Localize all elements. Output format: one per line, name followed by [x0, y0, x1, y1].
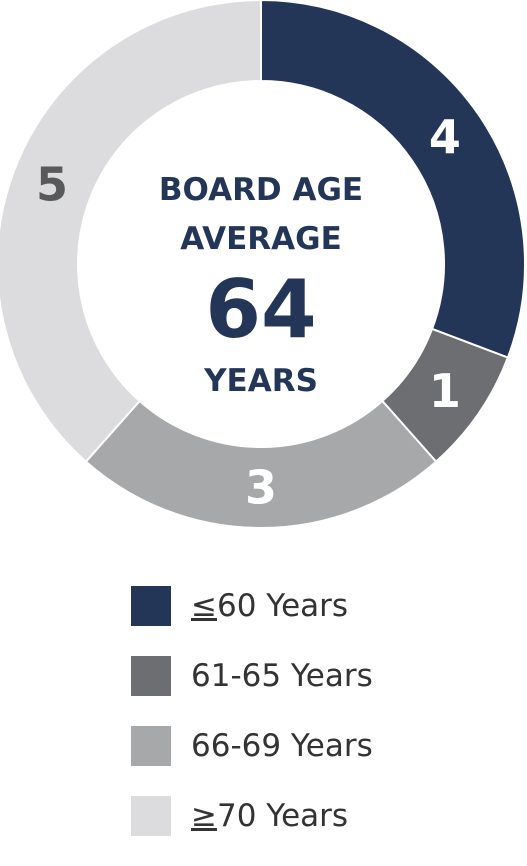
slice-70-plus	[0, 0, 262, 464]
slice-value-label: 5	[36, 158, 68, 212]
center-average-value: 64	[205, 263, 316, 356]
legend-label: 61-65 Years	[191, 658, 373, 694]
legend-prefix: ≥	[191, 798, 217, 834]
slice-66-69	[84, 399, 438, 529]
center-title-line3: YEARS	[203, 363, 318, 399]
legend-swatch	[131, 726, 171, 766]
legend-prefix: ≤	[191, 588, 217, 624]
legend-item-61-65: 61-65 Years	[131, 656, 373, 696]
slice-value-label: 4	[429, 110, 461, 164]
legend-item-under-60: ≤60 Years	[131, 586, 373, 626]
legend: ≤60 Years 61-65 Years 66-69 Years ≥70 Ye…	[131, 586, 373, 866]
legend-label: ≥70 Years	[191, 798, 348, 834]
slice-value-label: 3	[245, 461, 277, 515]
slice-value-label: 1	[429, 364, 461, 418]
legend-text: 61-65 Years	[191, 658, 373, 694]
center-title-line2: AVERAGE	[180, 221, 342, 257]
legend-text: 66-69 Years	[191, 728, 373, 764]
donut-slices	[0, 0, 526, 529]
legend-text: 70 Years	[216, 798, 349, 834]
legend-label: 66-69 Years	[191, 728, 373, 764]
legend-swatch	[131, 796, 171, 836]
slice-value-labels: 4 1 3 5	[36, 110, 461, 514]
legend-item-66-69: 66-69 Years	[131, 726, 373, 766]
donut-chart: 4 1 3 5 BOARD AGE AVERAGE 64 YEARS	[0, 0, 526, 529]
legend-item-70-plus: ≥70 Years	[131, 796, 373, 836]
legend-swatch	[131, 656, 171, 696]
legend-label: ≤60 Years	[191, 588, 348, 624]
slice-under-60	[260, 0, 526, 359]
legend-text: 60 Years	[216, 588, 349, 624]
center-title-line1: BOARD AGE	[159, 172, 363, 208]
legend-swatch	[131, 586, 171, 626]
